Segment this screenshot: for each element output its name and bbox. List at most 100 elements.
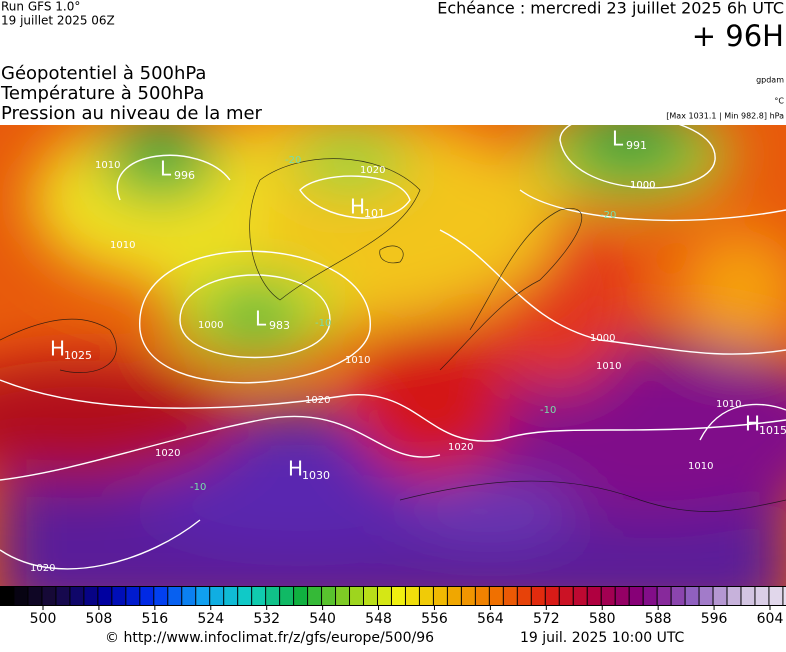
- center-kind: H: [745, 412, 760, 436]
- colorbar-swatch: [741, 587, 754, 605]
- colorbar-swatch: [588, 587, 601, 605]
- colorbar-tick-label: 604: [757, 611, 784, 627]
- colorbar-swatch: [728, 587, 741, 605]
- isobar-label: 1010: [110, 240, 135, 251]
- colorbar-swatch: [70, 587, 83, 605]
- center-kind: H: [288, 457, 303, 481]
- colorbar-swatch: [546, 587, 559, 605]
- isobar-label: 1000: [590, 333, 615, 344]
- center-value: 1030: [302, 469, 330, 482]
- colorbar-swatch: [238, 587, 251, 605]
- colorbar-swatch: [42, 587, 55, 605]
- colorbar-swatch: [112, 587, 125, 605]
- isobar-label: 1020: [448, 442, 473, 453]
- echeance: Echéance : mercredi 23 juillet 2025 6h U…: [437, 0, 784, 18]
- center-kind: L: [160, 157, 172, 181]
- pressure-range: [Max 1031.1 | Min 982.8] hPa: [666, 112, 784, 121]
- title: Pression au niveau de la mer: [1, 103, 263, 124]
- lead-time: + 96H: [692, 19, 784, 53]
- title: Température à 500hPa: [0, 83, 204, 104]
- colorbar-swatch: [126, 587, 139, 605]
- center-value: 983: [269, 319, 290, 332]
- colorbar-tick-label: 580: [589, 611, 616, 627]
- colorbar-swatch: [630, 587, 643, 605]
- center-kind: L: [612, 127, 624, 151]
- colorbar-tick-label: 500: [30, 611, 57, 627]
- colorbar-swatch: [686, 587, 699, 605]
- colorbar-swatch: [574, 587, 587, 605]
- colorbar-tick-label: 564: [477, 611, 504, 627]
- isobar-label: 1010: [716, 399, 741, 410]
- colorbar-swatch: [294, 587, 307, 605]
- colorbar-swatch: [378, 587, 391, 605]
- colorbar-tick-label: 532: [253, 611, 280, 627]
- colorbar-swatch: [1, 587, 14, 605]
- colorbar-swatch: [434, 587, 447, 605]
- colorbar-swatch: [308, 587, 321, 605]
- map: [0, 105, 786, 620]
- temperature-label: -10: [190, 482, 206, 493]
- colorbar-swatch: [56, 587, 69, 605]
- colorbar-swatch: [266, 587, 279, 605]
- colorbar-swatch: [476, 587, 489, 605]
- colorbar-swatch: [406, 587, 419, 605]
- colorbar-swatch: [182, 587, 195, 605]
- colorbar-swatch: [140, 587, 153, 605]
- colorbar-swatch: [84, 587, 97, 605]
- colorbar-swatch: [252, 587, 265, 605]
- colorbar-swatch: [560, 587, 573, 605]
- colorbar-swatch: [616, 587, 629, 605]
- isobar-label: 1010: [596, 361, 621, 372]
- isobar-label: 1010: [95, 160, 120, 171]
- colorbar-swatch: [196, 587, 209, 605]
- isobar-label: 1020: [305, 395, 330, 406]
- colorbar-tick-label: 588: [645, 611, 672, 627]
- colorbar-swatch: [602, 587, 615, 605]
- colorbar-swatch: [28, 587, 41, 605]
- colorbar-swatch: [224, 587, 237, 605]
- temperature-label: -20: [285, 155, 301, 166]
- center-value: 996: [174, 169, 195, 182]
- unit: °C: [774, 97, 784, 106]
- unit: gpdam: [756, 76, 784, 85]
- isobar-label: 1000: [630, 180, 655, 191]
- colorbar-swatch: [280, 587, 293, 605]
- colorbar-swatch: [672, 587, 685, 605]
- colorbar-swatch: [755, 587, 768, 605]
- colorbar-swatch: [518, 587, 531, 605]
- center-kind: L: [255, 307, 267, 331]
- colorbar-swatch: [700, 587, 713, 605]
- title: Géopotentiel à 500hPa: [1, 63, 206, 84]
- colorbar-tick-label: 548: [365, 611, 392, 627]
- center-value: 991: [626, 139, 647, 152]
- colorbar-swatch: [658, 587, 671, 605]
- temperature-label: -10: [315, 318, 331, 329]
- colorbar-tick-label: 572: [533, 611, 560, 627]
- colorbar-swatch: [420, 587, 433, 605]
- center-value: 101: [364, 207, 385, 220]
- colorbar-swatch: [504, 587, 517, 605]
- run-date: 19 juillet 2025 06Z: [1, 14, 115, 28]
- colorbar-swatch: [490, 587, 503, 605]
- run: Run GFS 1.0°: [1, 0, 80, 14]
- colorbar-swatch: [769, 587, 782, 605]
- colorbar-tick-label: 516: [141, 611, 168, 627]
- isobar-label: 1010: [688, 461, 713, 472]
- colorbar-swatch: [644, 587, 657, 605]
- colorbar-swatch: [336, 587, 349, 605]
- colorbar-tick-label: 596: [701, 611, 728, 627]
- isobar-label: 1020: [30, 563, 55, 574]
- center-kind: H: [50, 337, 65, 361]
- colorbar-swatch: [322, 587, 335, 605]
- colorbar-swatch: [364, 587, 377, 605]
- colorbar-swatch: [168, 587, 181, 605]
- colorbar-tick-label: 524: [197, 611, 224, 627]
- colorbar-swatch: [532, 587, 545, 605]
- isobar-label: 1020: [360, 165, 385, 176]
- isobar-label: 1000: [198, 320, 223, 331]
- colorbar-swatch: [714, 587, 727, 605]
- temperature-label: -20: [600, 210, 616, 221]
